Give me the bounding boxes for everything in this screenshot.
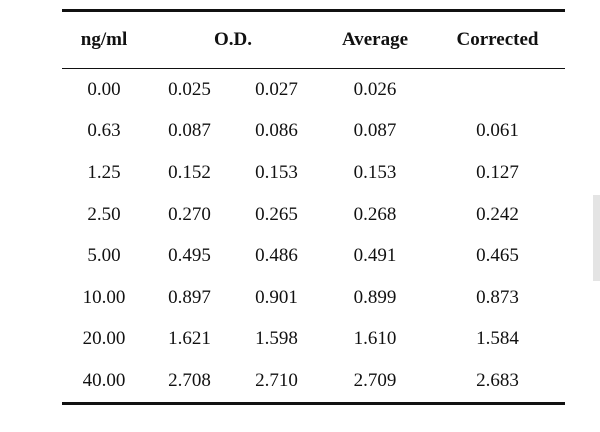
table-header: ng/ml O.D. Average Corrected: [62, 9, 565, 69]
cell-average: 1.610: [353, 328, 397, 350]
cell-concentration: 10.00: [82, 286, 126, 308]
header-corrected: Corrected: [430, 9, 565, 69]
cell-od-2: 0.901: [255, 286, 298, 308]
table-row: 5.00 0.495 0.486 0.491 0.465: [62, 235, 565, 277]
cell-od-2: 1.598: [255, 328, 298, 350]
table-row: 0.63 0.087 0.086 0.087 0.061: [62, 111, 565, 153]
data-table-container: ng/ml O.D. Average Corrected 0.00 0.025 …: [62, 9, 565, 405]
cell-od-2: 0.265: [255, 203, 298, 225]
cell-od-1: 0.152: [168, 161, 211, 183]
cell-average: 0.899: [353, 286, 397, 308]
cell-od-2: 0.027: [255, 78, 298, 100]
cell-concentration: 0.63: [87, 120, 121, 142]
table-row: 20.00 1.621 1.598 1.610 1.584: [62, 319, 565, 361]
cell-corrected: 0.242: [476, 203, 519, 225]
table-row: 0.00 0.025 0.027 0.026: [62, 69, 565, 111]
cell-corrected: [430, 69, 565, 111]
cell-concentration: 2.50: [87, 203, 121, 225]
table-body: 0.00 0.025 0.027 0.026 0.63 0.087 0.086 …: [62, 69, 565, 405]
cell-od-1: 0.270: [168, 203, 211, 225]
cell-corrected: 0.465: [476, 245, 519, 267]
cell-concentration: 40.00: [62, 360, 146, 405]
cell-concentration: 1.25: [87, 161, 121, 183]
cell-corrected: 1.584: [476, 328, 519, 350]
cell-od-1: 0.495: [168, 245, 211, 267]
cell-corrected: 0.873: [476, 286, 519, 308]
cell-od-2: 2.710: [233, 360, 320, 405]
cell-average: 0.491: [353, 245, 397, 267]
cell-average: 0.087: [353, 120, 397, 142]
cell-od-1: 0.087: [168, 120, 211, 142]
cell-corrected: 2.683: [430, 360, 565, 405]
od-data-table: ng/ml O.D. Average Corrected 0.00 0.025 …: [62, 9, 565, 405]
cell-average: 0.268: [353, 203, 397, 225]
cell-od-1: 2.708: [146, 360, 233, 405]
cell-od-2: 0.086: [255, 120, 298, 142]
page-edge-shadow: [593, 195, 600, 281]
cell-corrected: 0.127: [476, 161, 519, 183]
cell-od-1: 0.025: [168, 78, 211, 100]
cell-concentration: 5.00: [87, 245, 121, 267]
header-row: ng/ml O.D. Average Corrected: [62, 9, 565, 69]
table-row: 1.25 0.152 0.153 0.153 0.127: [62, 152, 565, 194]
table-row: 10.00 0.897 0.901 0.899 0.873: [62, 277, 565, 319]
cell-corrected: 0.061: [476, 120, 519, 142]
table-row: 40.00 2.708 2.710 2.709 2.683: [62, 360, 565, 405]
cell-concentration: 20.00: [82, 328, 126, 350]
cell-average: 0.026: [353, 78, 397, 100]
table-row: 2.50 0.270 0.265 0.268 0.242: [62, 194, 565, 236]
header-concentration: ng/ml: [62, 9, 146, 69]
cell-od-1: 1.621: [168, 328, 211, 350]
header-od: O.D.: [146, 9, 320, 69]
header-average: Average: [320, 9, 430, 69]
cell-concentration: 0.00: [87, 78, 121, 100]
cell-od-2: 0.486: [255, 245, 298, 267]
cell-average: 2.709: [320, 360, 430, 405]
cell-od-1: 0.897: [168, 286, 211, 308]
cell-od-2: 0.153: [255, 161, 298, 183]
cell-average: 0.153: [353, 161, 397, 183]
